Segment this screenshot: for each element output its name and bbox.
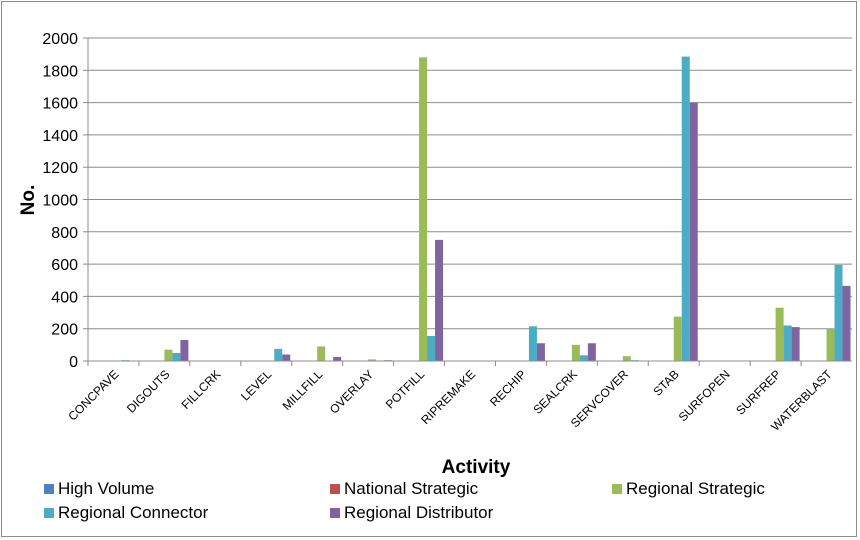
y-tick-label: 400: [51, 289, 78, 306]
bar: [622, 356, 631, 361]
y-tick-label: 800: [51, 225, 78, 242]
bar: [783, 325, 792, 361]
bar: [419, 57, 428, 361]
y-tick-label: 1400: [42, 128, 78, 145]
bar: [587, 343, 596, 361]
legend-label: High Volume: [58, 479, 154, 498]
x-axis-title: Activity: [442, 457, 511, 478]
bar: [282, 354, 291, 361]
legend-swatch: [44, 508, 54, 518]
x-tick-label: FILLCRK: [179, 367, 224, 412]
y-tick-label: 1000: [42, 193, 78, 210]
legend-label: Regional Strategic: [626, 479, 765, 498]
legend-swatch: [330, 508, 340, 518]
bar: [791, 327, 800, 361]
bar: [333, 356, 342, 361]
bar: [435, 239, 444, 361]
bar: [579, 355, 588, 361]
x-tick-label: STAB: [650, 367, 681, 398]
x-tick-label: SURFREP: [733, 367, 783, 417]
x-tick-label: RECHIP: [487, 367, 529, 409]
bar: [826, 328, 835, 361]
x-tick-label: LEVEL: [238, 367, 275, 404]
legend-swatch: [330, 484, 340, 494]
y-axis-title: No.: [18, 185, 39, 216]
x-tick-label: RIPREMAKE: [418, 367, 478, 427]
x-tick-labels: CONCPAVE DIGOUTS FILLCRK LEVEL MILLFILL OVERL…: [65, 367, 835, 434]
x-tick-label: SEALCRK: [530, 367, 580, 417]
y-tick-label: 1600: [42, 96, 78, 113]
gridlines: [83, 37, 852, 362]
legend-label: National Strategic: [344, 479, 479, 498]
legend-swatch: [44, 484, 54, 494]
bar: [689, 102, 698, 361]
x-tick-label: MILLFILL: [280, 367, 326, 413]
x-tick-label: SURFOPEN: [676, 367, 733, 424]
legend-label: Regional Connector: [58, 503, 209, 522]
bar: [180, 340, 189, 361]
bar: [681, 56, 690, 361]
y-tick-label: 2000: [42, 31, 78, 48]
bars: [87, 56, 851, 366]
y-tick-label: 1200: [42, 160, 78, 177]
y-tick-label: 200: [51, 322, 78, 339]
bar: [834, 264, 843, 361]
bar: [172, 352, 181, 361]
bar: [842, 285, 851, 361]
legend: High Volume National Strategic Regional St…: [44, 479, 765, 522]
bar: [536, 343, 545, 361]
bar: [673, 316, 682, 361]
legend-swatch: [612, 484, 622, 494]
x-tick-label: POTFILL: [383, 367, 428, 412]
bar: [775, 307, 784, 361]
bar: [274, 348, 283, 361]
bar: [317, 346, 326, 361]
y-tick-labels: 0 200 400 600 800 1000 1200 1400 1600 1800 2000: [42, 31, 78, 371]
y-tick-label: 600: [51, 257, 78, 274]
bar: [164, 349, 173, 361]
x-tick-label: OVERLAY: [327, 367, 376, 416]
y-tick-label: 1800: [42, 63, 78, 80]
bar: [368, 359, 377, 361]
legend-label: Regional Distributor: [344, 503, 494, 522]
y-tick-label: 0: [69, 354, 78, 371]
x-tick-label: CONCPAVE: [65, 367, 121, 423]
bar: [528, 326, 537, 361]
bar: [571, 344, 580, 361]
bar: [427, 335, 436, 361]
x-tick-label: DIGOUTS: [124, 367, 173, 416]
